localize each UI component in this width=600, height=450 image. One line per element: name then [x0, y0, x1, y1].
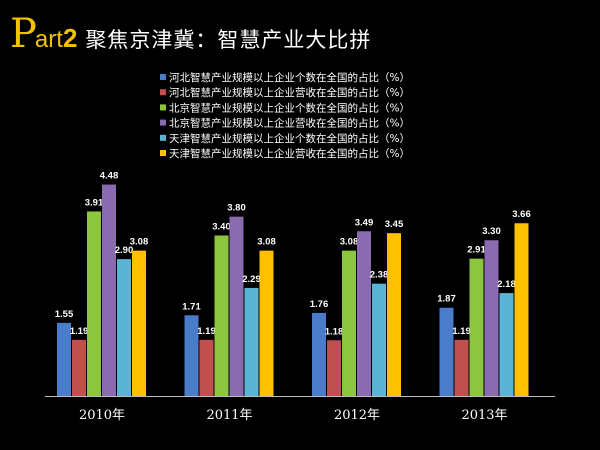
data-label-2011年-series-5: 2.29 [242, 274, 261, 285]
data-label-2011年-series-6: 3.08 [257, 237, 276, 248]
data-label-2011年-series-4: 3.80 [227, 203, 246, 214]
bar-2012年-series-4 [357, 231, 371, 396]
legend-swatch-3 [160, 104, 166, 111]
bar-2010年-series-2 [72, 339, 86, 396]
data-label-2010年-series-4: 4.48 [100, 171, 119, 182]
bar-2010年-series-3 [87, 211, 101, 396]
bar-2010年-series-4 [102, 184, 116, 396]
data-label-2012年-series-5: 2.38 [370, 270, 389, 281]
bar-2013年-series-4 [484, 240, 499, 396]
data-label-2011年-series-2: 1.19 [197, 326, 216, 337]
bar-2010年-series-6 [132, 250, 146, 396]
data-label-2013年-series-1: 1.87 [437, 294, 456, 305]
data-label-2013年-series-5: 2.18 [497, 279, 516, 290]
bar-2013年-series-6 [514, 223, 529, 396]
data-label-2010年-series-5: 2.90 [115, 245, 134, 256]
bar-2010年-series-5 [117, 259, 131, 396]
data-label-2012年-series-3: 3.08 [340, 237, 359, 248]
legend-swatch-1 [160, 74, 166, 80]
x-tick-label-3: 2012年 [334, 408, 380, 423]
data-label-2011年-series-3: 3.40 [212, 222, 231, 233]
data-label-2013年-series-4: 3.30 [482, 226, 501, 237]
bar-2012年-series-1 [312, 312, 326, 396]
bar-2012年-series-2 [327, 340, 341, 396]
legend-label-2: 河北智慧产业规模以上企业营收在全国的占比（%） [169, 86, 410, 99]
bar-2011年-series-3 [214, 235, 229, 396]
bar-2012年-series-5 [372, 283, 386, 396]
page-heading: P art 2 聚焦京津冀：智慧产业大比拼 [10, 14, 371, 64]
data-label-2011年-series-1: 1.71 [182, 301, 201, 312]
data-label-2012年-series-2: 1.18 [325, 326, 344, 337]
legend-swatch-4 [160, 119, 166, 126]
data-label-2010年-series-6: 3.08 [130, 237, 149, 248]
data-label-2012年-series-4: 3.49 [355, 217, 374, 228]
data-label-2010年-series-1: 1.55 [55, 309, 74, 320]
bar-2012年-series-6 [387, 233, 401, 396]
data-label-2010年-series-3: 3.91 [85, 197, 104, 208]
heading-p-letter: P [10, 11, 37, 57]
bar-2011年-series-5 [244, 287, 259, 396]
data-label-2013年-series-3: 2.91 [467, 245, 486, 256]
data-label-2012年-series-6: 3.45 [385, 219, 404, 230]
bar-2013年-series-2 [454, 339, 469, 396]
legend-swatch-2 [160, 89, 166, 96]
data-label-2012年-series-1: 1.76 [310, 299, 329, 310]
legend-label-5: 天津智慧产业规模以上企业个数在全国的占比（%） [169, 132, 410, 145]
bar-2013年-series-3 [469, 258, 484, 396]
legend-swatch-5 [160, 134, 166, 141]
bar-2011年-series-4 [229, 216, 244, 396]
x-tick-label-1: 2010年 [79, 408, 125, 423]
data-label-2013年-series-6: 3.66 [512, 209, 531, 220]
legend-label-6: 天津智慧产业规模以上企业营收在全国的占比（%） [169, 147, 410, 160]
x-tick-label-2: 2011年 [206, 408, 252, 423]
bar-2010年-series-1 [57, 322, 71, 396]
page-title: 聚焦京津冀：智慧产业大比拼 [85, 28, 372, 52]
data-label-2013年-series-2: 1.19 [452, 326, 471, 337]
heading-art: art [34, 26, 63, 53]
bar-2011年-series-2 [199, 339, 214, 396]
data-label-2010年-series-2: 1.19 [70, 326, 89, 337]
bar-2013年-series-1 [439, 307, 454, 396]
legend-swatch-6 [160, 150, 166, 156]
legend-label-4: 北京智慧产业规模以上企业营收在全国的占比（%） [169, 117, 410, 130]
heading-number: 2 [62, 23, 78, 53]
bar-2013年-series-5 [499, 293, 514, 396]
legend-label-1: 河北智慧产业规模以上企业个数在全国的占比（%） [169, 71, 410, 84]
bar-2011年-series-6 [259, 250, 274, 396]
bar-2011年-series-1 [184, 315, 199, 396]
x-tick-label-4: 2013年 [461, 408, 507, 423]
legend-label-3: 北京智慧产业规模以上企业个数在全国的占比（%） [169, 101, 410, 114]
bar-2012年-series-3 [342, 250, 356, 396]
